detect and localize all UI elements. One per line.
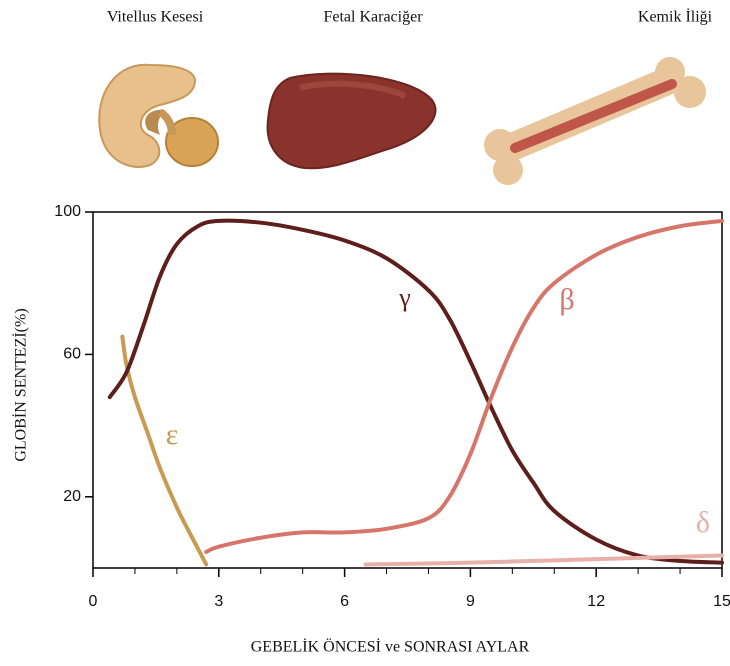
x-tick-label: 6	[340, 593, 349, 610]
x-axis-label: GEBELİK ÖNCESİ ve SONRASI AYLAR	[251, 638, 530, 656]
yolk-sac-illustration	[99, 65, 218, 167]
x-tick-label: 12	[587, 593, 605, 610]
y-axis-label: GLOBİN SENTEZİ(%)	[12, 308, 30, 461]
line	[110, 221, 722, 563]
chart: Vitellus Kesesi Fetal Karaciğer Kemik İl…	[0, 0, 730, 666]
line	[206, 221, 722, 552]
series-label: δ	[696, 506, 710, 539]
x-tick-label: 9	[466, 593, 475, 610]
bone-illustration	[484, 57, 706, 185]
series-label: β	[559, 283, 574, 316]
x-tick-label: 3	[214, 593, 223, 610]
header: Vitellus Kesesi	[107, 9, 204, 26]
liver-illustration	[268, 74, 436, 169]
line	[122, 337, 206, 565]
y-tick-label: 20	[63, 488, 81, 505]
x-tick-label: 15	[713, 593, 730, 610]
header: Kemik İliği	[638, 8, 713, 26]
y-tick-label: 60	[63, 346, 81, 363]
series-label: γ	[398, 283, 411, 312]
y-tick-label: 100	[54, 203, 81, 220]
x-tick-label: 0	[89, 593, 98, 610]
series-label: ε	[166, 418, 179, 451]
header: Fetal Karaciğer	[323, 9, 423, 26]
plot-frame	[93, 212, 722, 568]
